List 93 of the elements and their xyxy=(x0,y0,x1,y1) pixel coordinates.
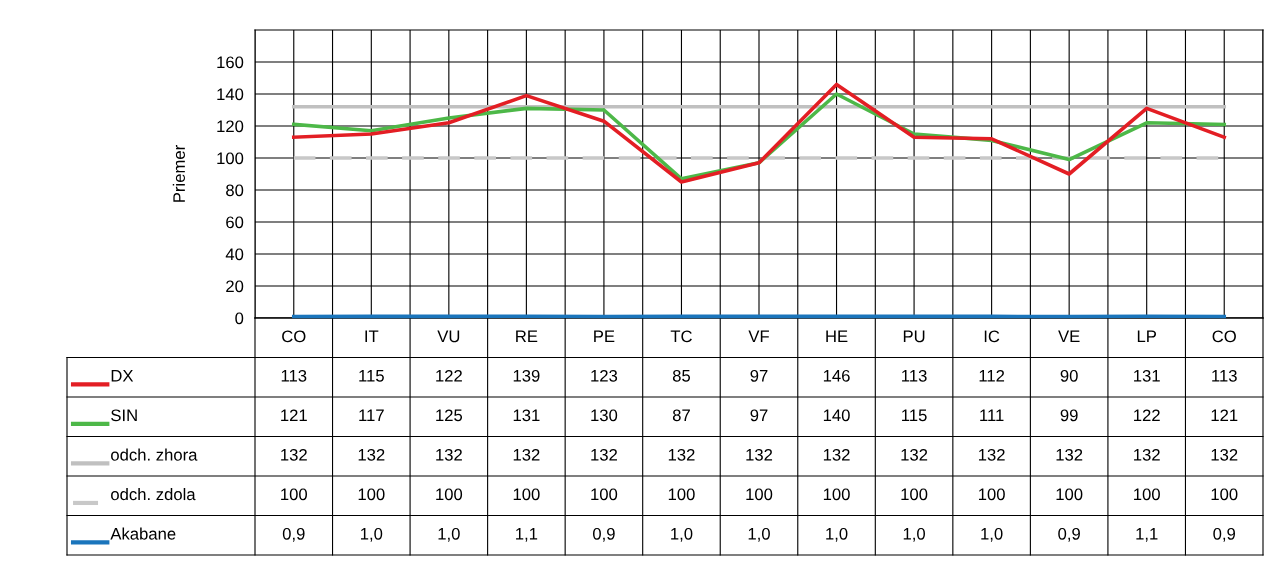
data-label: 100 xyxy=(436,488,463,501)
y-tick-label: 0 xyxy=(235,312,244,325)
data-label: 132 xyxy=(436,448,462,461)
x-tick-label: HE xyxy=(826,330,848,343)
data-label: 113 xyxy=(281,369,307,382)
data-label: 132 xyxy=(823,448,850,461)
data-label: 1,0 xyxy=(748,527,770,542)
data-label: 0,9 xyxy=(1213,527,1236,542)
y-axis-title: Priemer xyxy=(172,145,186,202)
legend-label: odch. zhora xyxy=(111,448,198,461)
data-label: 132 xyxy=(901,448,928,461)
data-label: 100 xyxy=(513,488,540,501)
y-tick-label: 60 xyxy=(226,216,244,229)
data-label: 130 xyxy=(591,409,618,422)
data-label: 1,0 xyxy=(981,527,1003,542)
data-label: 121 xyxy=(281,409,307,422)
data-label: 132 xyxy=(1056,448,1083,461)
data-label: 132 xyxy=(281,448,307,461)
data-label: 112 xyxy=(979,369,1005,382)
x-tick-label: RE xyxy=(516,330,538,343)
data-label: 132 xyxy=(513,448,540,461)
y-tick-label: 80 xyxy=(226,184,244,197)
data-label: 87 xyxy=(672,409,690,422)
data-label: 113 xyxy=(1212,369,1237,382)
data-label: 122 xyxy=(1134,409,1160,422)
data-label: 1,0 xyxy=(671,527,693,542)
data-label: 132 xyxy=(1211,448,1238,461)
data-label: 100 xyxy=(1134,488,1160,501)
data-label: 97 xyxy=(750,369,768,382)
data-label: 132 xyxy=(668,448,695,461)
y-tick-label: 100 xyxy=(217,152,244,165)
data-label: 100 xyxy=(668,488,695,501)
data-label: 1,1 xyxy=(516,528,538,542)
y-tick-label: 20 xyxy=(226,280,244,293)
data-label: 132 xyxy=(591,448,617,461)
y-tick-label: 40 xyxy=(225,248,244,261)
data-label: 100 xyxy=(823,488,850,501)
data-label: 117 xyxy=(359,409,384,422)
data-label: 85 xyxy=(672,369,691,382)
data-label: 1,0 xyxy=(903,527,926,542)
data-label: 125 xyxy=(436,409,463,422)
legend-label: Akabane xyxy=(110,527,176,540)
data-label: 100 xyxy=(1056,488,1083,501)
legend-label: DX xyxy=(111,370,134,382)
data-label: 100 xyxy=(978,488,1005,501)
data-label: 100 xyxy=(746,488,773,501)
data-label: 132 xyxy=(358,448,385,461)
x-tick-label: IT xyxy=(365,330,379,343)
x-tick-label: CO xyxy=(282,330,306,343)
data-label: 132 xyxy=(1134,448,1160,461)
data-label: 140 xyxy=(823,409,850,422)
data-label: 146 xyxy=(823,369,850,382)
legend-label: odch. zdola xyxy=(111,487,196,501)
data-label: 115 xyxy=(902,409,927,422)
y-tick-label: 120 xyxy=(217,120,244,133)
data-label: 0,9 xyxy=(592,527,615,542)
x-tick-label: VF xyxy=(748,330,769,343)
data-label: 100 xyxy=(1211,488,1238,501)
data-label: 1,0 xyxy=(826,527,848,542)
data-label: 100 xyxy=(358,488,385,501)
x-tick-label: CO xyxy=(1212,330,1236,343)
data-label: 113 xyxy=(902,369,927,382)
data-label: 0,9 xyxy=(282,527,305,542)
x-tick-label: VU xyxy=(437,330,460,343)
data-label: 100 xyxy=(901,488,928,501)
data-label: 90 xyxy=(1060,369,1078,382)
data-label: 122 xyxy=(436,369,462,382)
x-tick-label: LP xyxy=(1137,330,1157,343)
data-label: 1,1 xyxy=(1136,528,1158,542)
x-tick-label: VE xyxy=(1058,330,1080,343)
data-label: 115 xyxy=(359,370,384,382)
data-label: 132 xyxy=(978,448,1005,461)
x-tick-label: PU xyxy=(903,330,925,343)
x-tick-label: TC xyxy=(670,330,692,343)
data-label: 131 xyxy=(513,409,540,422)
y-tick-label: 140 xyxy=(217,88,244,101)
data-label: 139 xyxy=(513,369,540,382)
data-label: 1,0 xyxy=(361,527,383,542)
data-label: 100 xyxy=(281,488,308,501)
legend-label: SIN xyxy=(111,409,137,422)
x-tick-label: IC xyxy=(984,330,1000,343)
data-label: 0,9 xyxy=(1058,527,1080,542)
data-label: 1,0 xyxy=(438,527,460,542)
x-tick-label: PE xyxy=(594,330,615,343)
y-tick-label: 160 xyxy=(217,56,244,69)
data-label: 99 xyxy=(1060,409,1078,422)
data-label: 97 xyxy=(750,409,768,422)
data-label: 121 xyxy=(1211,409,1238,422)
data-label: 123 xyxy=(591,369,618,382)
data-label: 132 xyxy=(746,448,773,461)
data-label: 131 xyxy=(1134,369,1160,382)
data-label: 100 xyxy=(591,488,618,501)
data-label: 111 xyxy=(980,409,1004,422)
